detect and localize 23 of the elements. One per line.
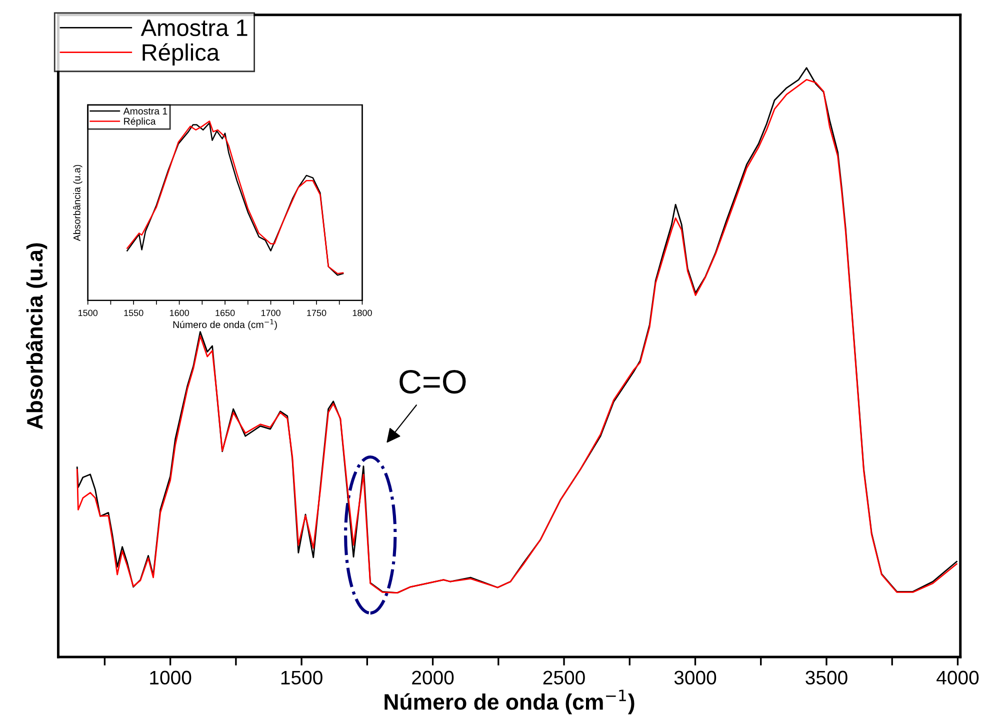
x-tick-label: 1500 <box>281 670 322 685</box>
x-tick-label: 1700 <box>261 310 280 316</box>
x-axis-title: Número de onda (cm$^{−1}$) <box>384 690 634 714</box>
x-tick-label: 1750 <box>307 310 326 316</box>
legend-label: Réplica <box>142 43 220 66</box>
x-tick-label: 2500 <box>543 670 585 685</box>
x-tick-label: 1800 <box>352 310 372 316</box>
x-tick-label: 4000 <box>936 670 979 685</box>
x-tick-label: 3500 <box>806 670 848 685</box>
x-tick-label: 1500 <box>78 310 98 316</box>
x-tick-label: 1600 <box>170 310 189 316</box>
x-tick-label: 1550 <box>124 310 144 316</box>
x-tick-label: 1000 <box>150 670 192 685</box>
x-axis-title: Número de onda (cm$^{−1}$) <box>173 319 277 330</box>
y-axis-title: Absorbância (u.a) <box>73 164 82 242</box>
legend-label: Amostra 1 <box>123 108 168 115</box>
legend-label: Amostra 1 <box>140 20 248 36</box>
x-tick-label: 1650 <box>216 310 235 316</box>
x-tick-label: 2000 <box>412 670 454 685</box>
x-tick-label: 3000 <box>674 670 716 685</box>
legend-label: Réplica <box>124 117 156 127</box>
annotation: C=O <box>400 370 466 394</box>
y-axis-title: Absorbância (u.a) <box>26 243 48 430</box>
